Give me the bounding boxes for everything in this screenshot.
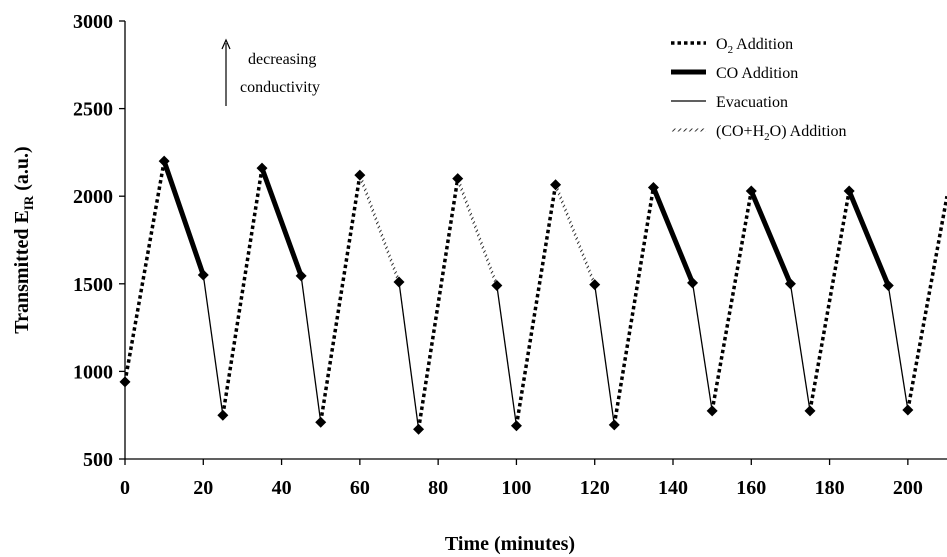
series-segment-coh2o bbox=[554, 184, 597, 286]
y-axis-title-sub: IR bbox=[21, 195, 36, 210]
legend-label-evac: Evacuation bbox=[716, 94, 788, 111]
x-tick-label: 180 bbox=[815, 477, 845, 499]
x-tick-label: 60 bbox=[350, 477, 370, 499]
data-point bbox=[295, 270, 307, 282]
y-axis-title: Transmitted EIR (a.u.) bbox=[11, 146, 36, 333]
y-tick-label: 1500 bbox=[73, 274, 113, 296]
data-point bbox=[393, 276, 405, 288]
annotation-line-2: conductivity bbox=[240, 79, 320, 96]
data-point bbox=[158, 155, 170, 167]
data-point bbox=[452, 173, 464, 185]
data-point bbox=[491, 280, 503, 292]
series-segment-evac bbox=[398, 281, 420, 430]
data-point bbox=[315, 416, 327, 428]
data-point bbox=[687, 277, 699, 289]
x-tick-label: 0 bbox=[120, 477, 130, 499]
axes: 500 1000 1500 2000 2500 3000 0 20 40 60 80 100 120 14… bbox=[73, 11, 947, 499]
x-tick-label: 100 bbox=[501, 477, 531, 499]
x-tick-label: 40 bbox=[272, 477, 292, 499]
data-point bbox=[882, 280, 894, 292]
legend-label-coh2o: (CO+H2O) Addition bbox=[716, 123, 847, 143]
data-point bbox=[608, 419, 620, 431]
series-segment-o2 bbox=[710, 190, 754, 412]
series-segment-co bbox=[161, 160, 206, 276]
y-tick-label: 3000 bbox=[73, 11, 113, 33]
x-tick-label: 120 bbox=[580, 477, 610, 499]
series-segment-co bbox=[748, 189, 793, 285]
legend-label-o2: O2 Addition bbox=[716, 36, 793, 56]
series-segment-o2 bbox=[318, 174, 362, 423]
annotation-arrow-head bbox=[221, 38, 231, 50]
series-segment-evac bbox=[789, 283, 811, 411]
data-markers bbox=[119, 155, 914, 435]
series-segment-o2 bbox=[514, 184, 558, 426]
series-segment-coh2o bbox=[358, 174, 401, 283]
series-segment-evac bbox=[202, 274, 224, 416]
series-segment-o2 bbox=[906, 195, 947, 411]
series-segment-o2 bbox=[808, 190, 851, 412]
data-point bbox=[217, 409, 229, 421]
y-axis-title-main: Transmitted E bbox=[11, 210, 33, 334]
data-point bbox=[550, 179, 562, 191]
series-segment-coh2o bbox=[456, 178, 499, 287]
data-point bbox=[413, 423, 425, 435]
x-tick-label: 20 bbox=[193, 477, 213, 499]
x-tick-label: 80 bbox=[428, 477, 448, 499]
data-point bbox=[843, 185, 855, 197]
series-segment-o2 bbox=[416, 178, 460, 430]
series-segment-evac bbox=[887, 285, 909, 411]
data-point bbox=[902, 404, 914, 416]
data-point bbox=[510, 420, 522, 432]
data-point bbox=[804, 405, 816, 417]
data-point bbox=[647, 181, 659, 193]
y-tick-label: 1000 bbox=[73, 361, 113, 383]
y-axis-title-suffix: (a.u.) bbox=[11, 146, 33, 195]
series-segment-co bbox=[651, 186, 695, 284]
series-segment-co bbox=[259, 167, 304, 277]
data-point bbox=[706, 405, 718, 417]
data-point bbox=[745, 185, 757, 197]
annotation-line-1: decreasing bbox=[248, 51, 316, 68]
legend-label-co: CO Addition bbox=[716, 65, 798, 82]
data-point bbox=[256, 162, 268, 174]
y-tick-label: 2000 bbox=[73, 186, 113, 208]
x-tick-label: 160 bbox=[736, 477, 766, 499]
x-tick-label: 140 bbox=[658, 477, 688, 499]
data-point bbox=[784, 278, 796, 290]
data-point bbox=[197, 269, 209, 281]
series-segment-evac bbox=[691, 282, 713, 411]
plot-series bbox=[123, 160, 947, 430]
series-segment-co bbox=[846, 189, 891, 287]
y-tick-label: 2500 bbox=[73, 99, 113, 121]
series-segment-evac bbox=[300, 275, 322, 423]
series-segment-evac bbox=[496, 285, 518, 426]
series-segment-o2 bbox=[612, 187, 656, 426]
annotation: decreasing conductivity bbox=[221, 38, 320, 106]
series-segment-evac bbox=[594, 284, 615, 425]
x-tick-label: 200 bbox=[893, 477, 923, 499]
x-axis-title: Time (minutes) bbox=[445, 533, 575, 555]
y-tick-label: 500 bbox=[83, 449, 113, 471]
series-segment-o2 bbox=[221, 167, 264, 416]
data-point bbox=[354, 169, 366, 181]
data-point bbox=[589, 279, 601, 291]
data-point bbox=[119, 376, 131, 388]
series-segment-o2 bbox=[123, 160, 166, 383]
legend: O2 Addition CO Addition Evacuation (CO+H2O)… bbox=[671, 36, 847, 143]
